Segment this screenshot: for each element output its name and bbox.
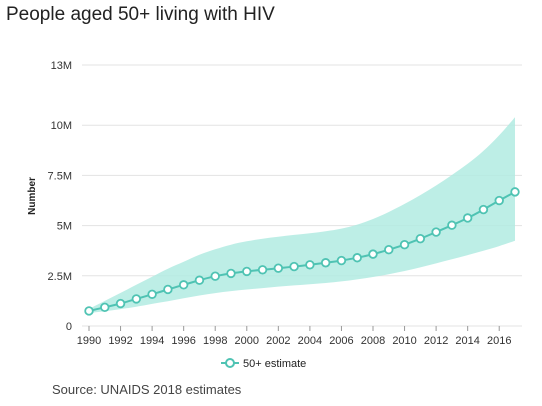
data-point-1996[interactable] [178,280,189,290]
x-tick-label: 2008 [361,335,385,347]
y-axis-title: Number [27,177,38,215]
data-point-2007[interactable] [352,253,362,263]
data-point-2014[interactable] [462,213,473,223]
chart-title: People aged 50+ living with HIV [6,4,275,25]
data-point-1998[interactable] [210,271,220,281]
data-point-2017[interactable] [510,187,520,197]
estimate-series [84,187,520,316]
x-tick-label: 1996 [171,335,195,347]
y-tick-label: 2.5M [48,271,72,283]
x-tick-label: 2006 [329,335,353,347]
data-point-1995[interactable] [163,284,173,295]
data-point-2000[interactable] [242,266,252,277]
y-tick-label: 7.5M [48,170,72,182]
data-point-2015[interactable] [478,204,489,215]
data-point-1993[interactable] [131,294,142,304]
data-point-1999[interactable] [226,268,236,279]
legend-label: 50+ estimate [243,358,306,370]
y-tick-label: 5M [57,221,72,233]
x-tick-label: 2016 [487,335,511,347]
data-point-2009[interactable] [384,245,394,255]
data-point-2006[interactable] [336,255,347,266]
data-point-2011[interactable] [415,233,426,244]
data-point-2002[interactable] [273,263,284,273]
x-tick-label: 2004 [298,335,322,347]
x-tick-label: 2010 [392,335,416,347]
data-point-2013[interactable] [447,220,457,230]
x-axis-ticks: 1990 1992 1994 1996 1998 2000 2002 2004 2006 2008… [77,326,511,347]
x-tick-label: 2012 [424,335,448,347]
data-point-1994[interactable] [147,289,157,299]
uncertainty-band [89,117,515,313]
legend[interactable]: 50+ estimate [221,358,306,370]
y-tick-label: 10M [51,120,72,132]
x-tick-label: 2002 [266,335,290,347]
data-point-2003[interactable] [289,261,299,272]
confidence-band [89,117,515,313]
source-note: Source: UNAIDS 2018 estimates [52,382,242,397]
data-point-2001[interactable] [257,265,268,275]
data-point-2008[interactable] [368,249,378,259]
y-tick-label: 0 [66,321,72,333]
y-tick-label: 13M [51,60,72,72]
legend-marker-swatch [225,358,235,368]
x-tick-label: 1998 [203,335,227,347]
data-point-2016[interactable] [494,195,504,206]
data-point-2005[interactable] [320,258,331,268]
data-point-2010[interactable] [399,239,410,250]
data-point-1990[interactable] [84,306,94,316]
x-tick-label: 1994 [140,335,164,347]
data-point-1992[interactable] [115,298,126,309]
data-point-1991[interactable] [100,302,110,313]
data-point-1997[interactable] [194,275,205,285]
x-tick-label: 1990 [77,335,101,347]
x-tick-label: 2000 [235,335,259,347]
x-tick-label: 1992 [108,335,132,347]
x-tick-label: 2014 [455,335,479,347]
data-point-2004[interactable] [305,260,315,270]
data-point-2012[interactable] [431,227,441,237]
series-line [88,191,516,312]
y-axis-ticks: 0 2.5M 5M 7.5M 10M 13M [48,60,72,333]
